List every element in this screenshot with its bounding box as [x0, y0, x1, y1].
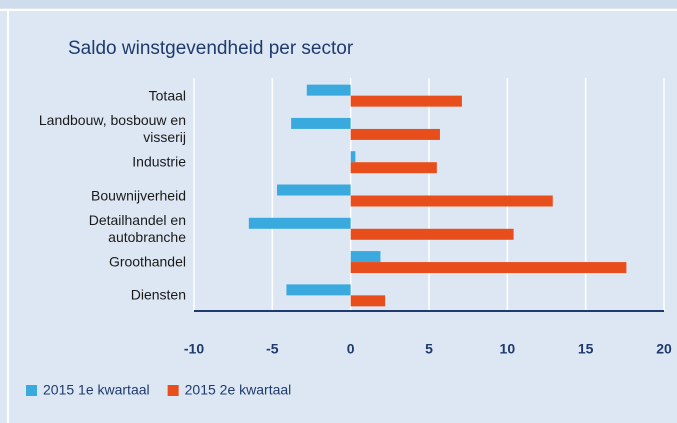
x-tick-label: 10: [500, 341, 516, 357]
bar: [350, 195, 553, 207]
legend-swatch: [26, 385, 37, 396]
legend-label: 2015 1e kwartaal: [43, 382, 150, 398]
y-tick-label: Totaal: [148, 87, 186, 104]
bar: [350, 262, 627, 274]
bar: [350, 95, 462, 107]
x-tick-label: -10: [184, 341, 204, 357]
bar: [286, 284, 351, 296]
legend-label: 2015 2e kwartaal: [185, 382, 292, 398]
x-tick-label: 20: [656, 341, 672, 357]
bar: [350, 228, 514, 240]
bar: [291, 117, 351, 129]
bar: [350, 151, 356, 163]
top-band: [0, 0, 677, 8]
x-tick-label: 0: [347, 341, 355, 357]
bar: [248, 217, 351, 229]
x-tick-label: 5: [425, 341, 433, 357]
y-tick-label: Groothandel: [108, 253, 186, 270]
chart-title: Saldo winstgevendheid per sector: [68, 38, 354, 59]
bar: [350, 162, 437, 174]
bar: [350, 128, 440, 140]
legend-swatch: [167, 385, 179, 396]
y-tick-label: Diensten: [130, 286, 186, 303]
y-tick-label: Bouwnijverheid: [91, 187, 186, 203]
y-tick-label: Industrie: [132, 153, 186, 170]
bar: [350, 251, 381, 263]
y-tick-label: Detailhandel en autobranche: [88, 211, 186, 245]
bar: [350, 295, 386, 307]
x-tick-label: 15: [578, 341, 594, 357]
x-tick-label: -5: [266, 341, 279, 357]
bar: [277, 184, 351, 196]
y-tick-label: Landbouw, bosbouw en visserij: [38, 111, 186, 145]
bar: [306, 84, 351, 96]
